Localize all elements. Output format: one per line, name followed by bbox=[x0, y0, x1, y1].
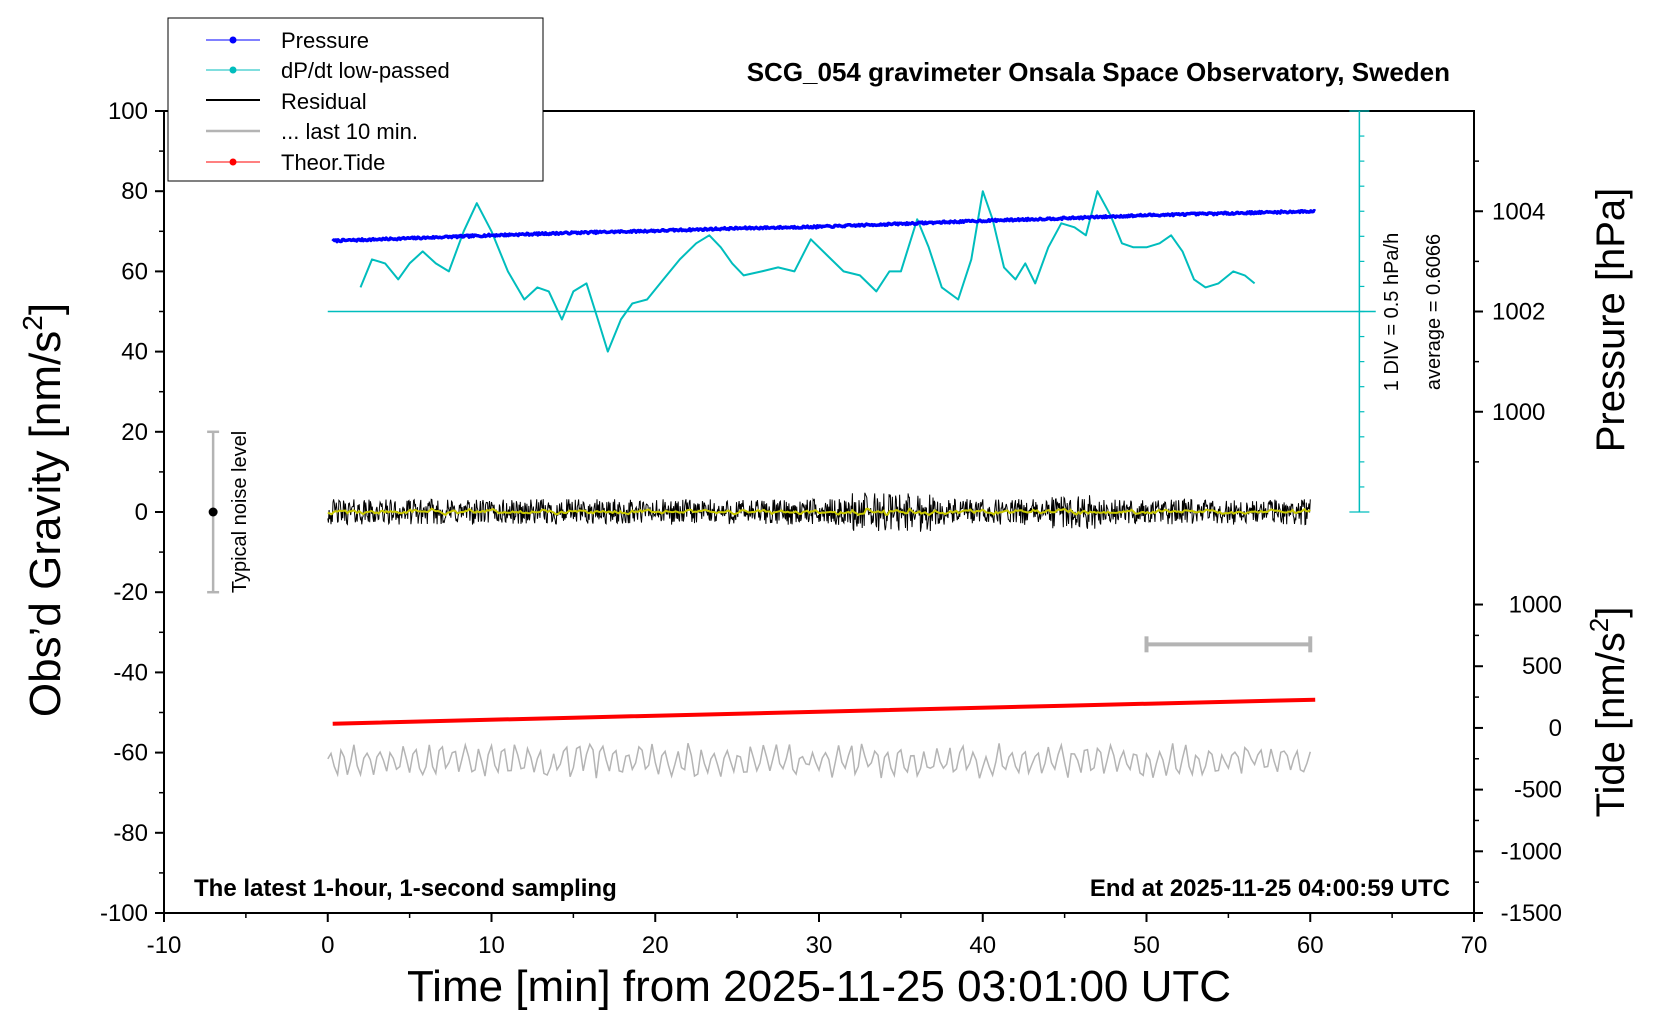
x-tick-label: 40 bbox=[969, 932, 996, 959]
tide-axis-title-sup: 2 bbox=[1584, 618, 1614, 632]
legend-marker-tide bbox=[229, 158, 237, 166]
x-tick-label: 50 bbox=[1133, 932, 1160, 959]
tide-axis-title-text: Tide [nm/s bbox=[1589, 632, 1633, 817]
dpdt-average-label: average = 0.6066 bbox=[1423, 234, 1445, 390]
y-axis-title-text: Obs’d Gravity [nm/s bbox=[21, 331, 70, 717]
x-tick-label: 10 bbox=[478, 932, 505, 959]
legend-label-last10: ... last 10 min. bbox=[281, 119, 418, 144]
x-tick-label: 60 bbox=[1297, 932, 1324, 959]
dpdt-scale-bar bbox=[327, 110, 1376, 513]
y-axis-title-sup: 2 bbox=[17, 315, 48, 331]
legend-item-residual: Residual bbox=[206, 89, 367, 114]
x-axis-ticks: -10 0 10 20 30 40 50 60 70 bbox=[147, 913, 1488, 959]
y-tick-label: 20 bbox=[121, 419, 148, 446]
pressure-axis-ticks: 1004 1002 1000 bbox=[1474, 160, 1545, 463]
tide-series bbox=[332, 697, 1316, 726]
y-tick-label: 100 bbox=[108, 98, 148, 125]
pressure-series bbox=[331, 208, 1317, 244]
legend-label-tide: Theor.Tide bbox=[281, 150, 385, 175]
pressure-line bbox=[331, 208, 1317, 244]
bottom-left-annotation: The latest 1-hour, 1-second sampling bbox=[194, 875, 617, 902]
tide-axis-title-close: ] bbox=[1589, 607, 1633, 618]
tide-line bbox=[332, 697, 1316, 726]
tide-axis-ticks: 1000 500 0 -500 -1000 -1500 bbox=[1474, 592, 1562, 927]
tide-tick-label: -1500 bbox=[1501, 900, 1562, 927]
x-tick-label: 70 bbox=[1461, 932, 1488, 959]
residual-smooth-line bbox=[327, 507, 1311, 517]
y-tick-label: 60 bbox=[121, 258, 148, 285]
legend-label-dpdt: dP/dt low-passed bbox=[281, 58, 450, 83]
pressure-tick-label: 1000 bbox=[1492, 399, 1545, 426]
x-tick-label: 30 bbox=[806, 932, 833, 959]
y-tick-label: -40 bbox=[113, 659, 148, 686]
y-axis-ticks: 100 80 60 40 20 0 -20 -40 -60 -80 -100 bbox=[100, 98, 164, 927]
last10-series bbox=[1144, 636, 1313, 653]
pressure-tick-label: 1002 bbox=[1492, 299, 1545, 326]
y-tick-label: -80 bbox=[113, 820, 148, 847]
dpdt-scale-label: 1 DIV = 0.5 hPa/h bbox=[1381, 233, 1403, 391]
tide-tick-label: -1000 bbox=[1501, 838, 1562, 865]
noise-bar-center-dot bbox=[208, 507, 218, 517]
tide-tick-label: 1000 bbox=[1509, 592, 1562, 619]
gray-trace-series bbox=[327, 742, 1312, 779]
legend-marker-pressure bbox=[229, 36, 237, 44]
x-tick-label: -10 bbox=[147, 932, 182, 959]
bottom-right-annotation: End at 2025-11-25 04:00:59 UTC bbox=[1090, 875, 1450, 902]
pressure-axis-title: Pressure [hPa] bbox=[1589, 188, 1633, 453]
legend-label-pressure: Pressure bbox=[281, 28, 369, 53]
legend-item-tide: Theor.Tide bbox=[206, 150, 385, 175]
y-tick-label: 80 bbox=[121, 178, 148, 205]
y-axis-title-close: ] bbox=[21, 303, 70, 315]
tide-axis-title: Tide [nm/s2] bbox=[1584, 607, 1633, 818]
legend-item-pressure: Pressure bbox=[206, 28, 369, 53]
pressure-tick-label: 1004 bbox=[1492, 198, 1545, 225]
tide-tick-label: 0 bbox=[1549, 715, 1562, 742]
y-tick-label: 40 bbox=[121, 339, 148, 366]
tide-tick-label: -500 bbox=[1514, 777, 1562, 804]
y-tick-label: -60 bbox=[113, 740, 148, 767]
legend-marker-dpdt bbox=[229, 66, 237, 74]
legend-item-last10: ... last 10 min. bbox=[206, 119, 418, 144]
legend-label-residual: Residual bbox=[281, 89, 367, 114]
y-axis-title: Obs’d Gravity [nm/s2] bbox=[17, 303, 70, 717]
residual-series bbox=[327, 492, 1311, 532]
dpdt-series bbox=[359, 190, 1256, 353]
y-tick-label: -20 bbox=[113, 579, 148, 606]
x-tick-label: 0 bbox=[321, 932, 334, 959]
residual-line bbox=[327, 492, 1311, 532]
tide-tick-label: 500 bbox=[1522, 653, 1562, 680]
x-axis-title: Time [min] from 2025-11-25 03:01:00 UTC bbox=[407, 962, 1231, 1011]
noise-level-label: Typical noise level bbox=[229, 431, 251, 593]
y-tick-label: -100 bbox=[100, 900, 148, 927]
y-tick-label: 0 bbox=[135, 499, 148, 526]
legend: Pressure dP/dt low-passed Residual ... l… bbox=[167, 17, 544, 182]
dpdt-line bbox=[359, 190, 1256, 353]
x-tick-label: 20 bbox=[642, 932, 669, 959]
chart-title: SCG_054 gravimeter Onsala Space Observat… bbox=[747, 57, 1450, 87]
gray-trace-line bbox=[327, 742, 1312, 779]
noise-level-bar bbox=[207, 430, 220, 594]
legend-item-dpdt: dP/dt low-passed bbox=[206, 58, 450, 83]
